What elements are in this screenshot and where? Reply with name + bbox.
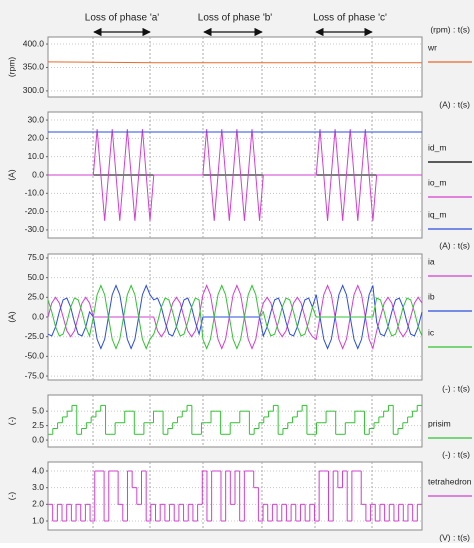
legend-label: iq_m [428,209,446,219]
y-tick-label: 1.0 [32,515,44,525]
y-tick-label: -75.0 [25,370,45,380]
signal-line [47,61,422,64]
annotation: Loss of phase 'c' [313,13,387,24]
y-axis-label: (A) [6,311,16,323]
y-tick-label: 0.0 [32,311,44,321]
y-axis-label: (rpm) [6,57,16,77]
unit-label: (rpm) : t(s) [430,24,470,34]
y-tick-label: 0.0 [32,434,44,444]
signal-line [47,284,423,350]
y-tick-label: 25.0 [27,292,44,302]
y-tick-label: 3.0 [32,482,44,492]
unit-label: (A) : t(s) [439,99,470,109]
y-tick-label: -50.0 [25,351,45,361]
plot-area [47,36,423,98]
y-tick-label: 0.0 [32,169,44,179]
legend-label: tetrahedron [428,476,472,486]
y-tick-label: 75.0 [27,252,44,262]
y-tick-label: -20.0 [25,206,45,216]
legend-label: ia [428,256,435,266]
annotation: Loss of phase 'a' [85,13,160,24]
y-tick-label: -10.0 [25,188,45,198]
unit-label: (A) : t(s) [439,240,470,250]
y-tick-label: -25.0 [25,331,45,341]
step-riser [52,471,418,521]
signal-line [47,284,423,350]
y-axis-label: (-) [6,417,16,426]
y-tick-label: 5.0 [32,405,44,415]
unit-label: (-) : t(s) [442,449,470,459]
unit-label: (-) : t(s) [442,383,470,393]
y-tick-label: 350.0 [23,62,45,72]
signal-line [48,129,422,221]
legend-label: id_m [428,142,446,152]
signal-line [47,284,423,351]
y-tick-label: 400.0 [23,38,45,48]
y-tick-label: 300.0 [23,85,45,95]
unit-label: (V) : t(s) [439,532,470,542]
legend-label: io_m [428,177,446,187]
legend-label: ib [428,291,435,301]
legend-label: ic [428,327,435,337]
y-axis-label: (-) [6,492,16,501]
y-tick-label: 4.0 [32,465,44,475]
y-tick-label: 30.0 [27,114,44,124]
y-tick-label: 2.0 [32,499,44,509]
y-axis-label: (A) [6,169,16,181]
annotation: Loss of phase 'b' [198,13,273,24]
legend-label: wr [427,42,437,52]
y-tick-label: 2.5 [32,420,44,430]
plot-area [47,394,423,448]
y-tick-label: 50.0 [27,272,44,282]
y-tick-label: 20.0 [27,133,44,143]
y-tick-label: 10.0 [27,151,44,161]
y-tick-label: -30.0 [25,224,45,234]
legend-label: prisim [428,418,451,428]
